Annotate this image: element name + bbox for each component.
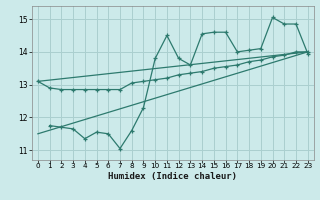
X-axis label: Humidex (Indice chaleur): Humidex (Indice chaleur) (108, 172, 237, 181)
